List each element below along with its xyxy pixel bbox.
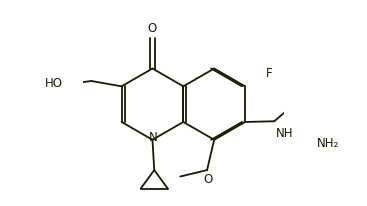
Text: O: O <box>203 173 212 186</box>
Text: HO: HO <box>46 77 63 90</box>
Text: NH: NH <box>276 127 293 140</box>
Text: O: O <box>148 22 157 35</box>
Text: N: N <box>149 131 157 144</box>
Text: F: F <box>266 67 273 80</box>
Text: NH₂: NH₂ <box>316 137 339 150</box>
